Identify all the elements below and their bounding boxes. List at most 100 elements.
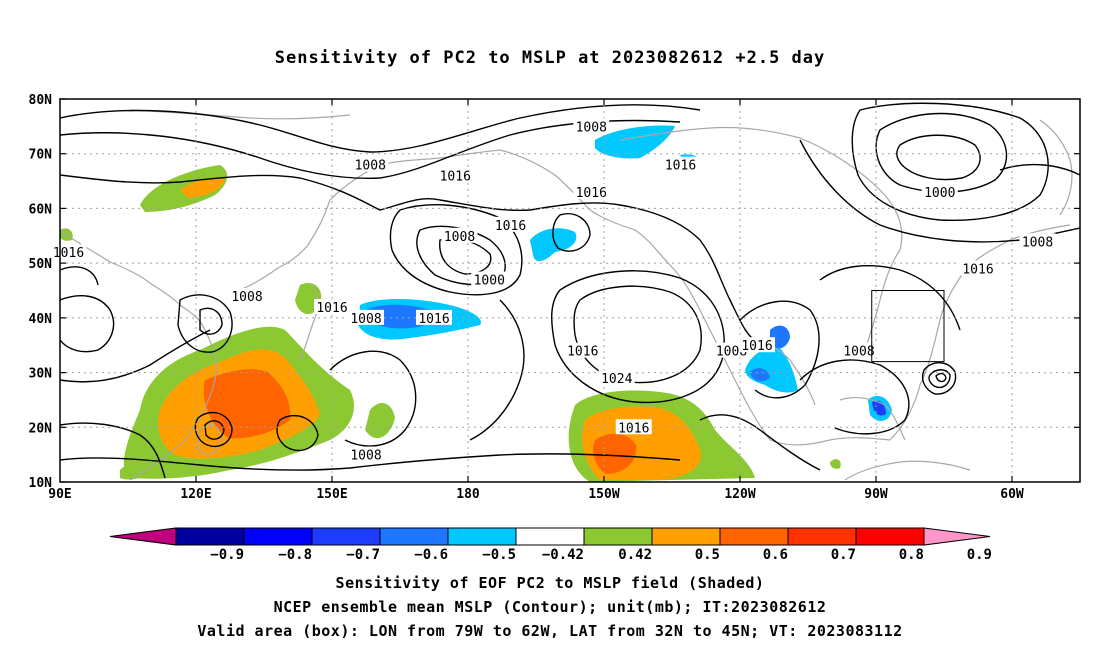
- colorbar-segment: [447, 527, 517, 546]
- longitude-label: 90E: [48, 487, 71, 502]
- latitude-labels: 80N 70N 60N 50N 40N 30N 20N 10N: [29, 93, 53, 491]
- negative-shade-region: [745, 347, 798, 393]
- longitude-label: 150E: [316, 487, 347, 502]
- colorbar-segment: [583, 527, 653, 546]
- latitude-label: 20N: [29, 421, 53, 436]
- plot-frame: [59, 98, 1081, 483]
- contour-label: 1024: [601, 372, 632, 387]
- latitude-label: 80N: [29, 93, 53, 108]
- chart-title: Sensitivity of PC2 to MSLP at 2023082612…: [274, 48, 826, 68]
- contour-label-background: [1019, 233, 1056, 249]
- positive-shade-region: [203, 369, 291, 439]
- contour-label-background: [564, 342, 601, 358]
- contour-label: 1016: [53, 246, 84, 261]
- positive-shade-region: [830, 459, 841, 469]
- colorbar-segment: [719, 527, 789, 546]
- longitude-label: 120E: [180, 487, 211, 502]
- latitude-label: 40N: [29, 312, 53, 327]
- contour-label: 1008: [576, 120, 607, 135]
- longitude-label: 120W: [724, 487, 755, 502]
- caption-contour: NCEP ensemble mean MSLP (Contour); unit(…: [273, 598, 827, 616]
- contour-label: 1016: [618, 421, 649, 436]
- contour-label-background: [615, 419, 652, 435]
- contour-label: 1000: [474, 274, 505, 289]
- contour-label-background: [739, 337, 775, 353]
- valid-area-box: [871, 290, 945, 363]
- colorbar-segment: [175, 527, 245, 546]
- axis-ticks: [60, 98, 1080, 483]
- contour-label-background: [921, 184, 958, 200]
- contour-label: 1008: [231, 290, 262, 305]
- contour-label-background: [229, 287, 265, 303]
- contour-label: 1016: [567, 345, 598, 360]
- latitude-label: 70N: [29, 148, 53, 163]
- contour-label-background: [348, 309, 384, 325]
- colorbar-label: 0.9: [967, 547, 992, 563]
- positive-shade-region: [593, 433, 637, 474]
- positive-shade-region: [120, 461, 150, 480]
- contour-label-background: [841, 342, 877, 358]
- contour-label: 1016: [576, 186, 607, 201]
- colorbar-segment: [855, 527, 925, 546]
- contour-label-background: [441, 227, 478, 243]
- contour-label: 1016: [316, 301, 347, 316]
- colorbar-segment: [787, 527, 857, 546]
- contour-label: 1008: [355, 159, 386, 174]
- colorbar-lower-triangle: [109, 527, 177, 546]
- colorbar-segment: [651, 527, 721, 546]
- contour-label: 1008: [1022, 235, 1053, 250]
- contour-label: 1016: [741, 339, 772, 354]
- caption-shading: Sensitivity of EOF PC2 to MSLP field (Sh…: [335, 574, 765, 592]
- contour-label-background: [573, 184, 610, 200]
- colorbar-segment: [515, 527, 585, 546]
- contour-labels: 1008101610081016101610161008100010161008…: [50, 118, 1056, 464]
- contour-label-background: [437, 167, 474, 183]
- negative-shade-region: [530, 228, 577, 262]
- longitude-label: 60W: [1000, 487, 1024, 502]
- colorbar-segment: [243, 527, 313, 546]
- colorbar-label: −0.42: [542, 547, 584, 563]
- contour-label-background: [416, 309, 452, 325]
- contour-label: 1008: [350, 449, 381, 464]
- contour-label-background: [352, 156, 389, 172]
- colorbar-label: −0.5: [482, 547, 516, 563]
- colorbar-segment: [379, 527, 449, 546]
- coastlines: [60, 109, 1073, 481]
- contour-label-background: [314, 298, 350, 314]
- colorbar-label: −0.8: [278, 547, 312, 563]
- colorbar: −0.9 −0.8 −0.7 −0.6 −0.5 −0.42 0.42 0.5 0.6 0.7 0.…: [109, 527, 992, 563]
- contour-label-background: [348, 446, 384, 462]
- latitude-label: 60N: [29, 202, 53, 217]
- positive-shade-region: [180, 178, 225, 198]
- colorbar-label: −0.6: [414, 547, 448, 563]
- contour-label: 1016: [495, 219, 526, 234]
- positive-shade-region: [365, 403, 395, 439]
- contour-label-background: [598, 370, 635, 386]
- graticule: [60, 99, 1080, 482]
- contour-label: 1016: [440, 170, 471, 185]
- contour-label: 1016: [418, 312, 449, 327]
- contour-label-background: [960, 260, 996, 276]
- contour-label: 1016: [665, 159, 696, 174]
- latitude-label: 10N: [29, 476, 53, 491]
- latitude-label: 50N: [29, 257, 53, 272]
- negative-shade-region: [750, 368, 770, 382]
- colorbar-label: 0.6: [763, 547, 788, 563]
- caption-valid-area: Valid area (box): LON from 79W to 62W, L…: [197, 622, 903, 640]
- colorbar-label: 0.7: [831, 547, 856, 563]
- contour-label: 1008: [350, 312, 381, 327]
- colorbar-label: −0.9: [210, 547, 244, 563]
- longitude-label: 180: [456, 487, 480, 502]
- longitude-label: 90W: [864, 487, 888, 502]
- colorbar-label: 0.42: [618, 547, 652, 563]
- contour-label: 1008: [444, 230, 475, 245]
- contour-label-background: [573, 118, 610, 134]
- mslp-contours: [60, 102, 1080, 479]
- colorbar-label: −0.7: [346, 547, 380, 563]
- colorbar-upper-triangle: [923, 527, 991, 546]
- contour-label: 1008: [843, 345, 874, 360]
- contour-label-background: [492, 216, 529, 232]
- contour-label-background: [662, 156, 699, 172]
- colorbar-segment: [311, 527, 381, 546]
